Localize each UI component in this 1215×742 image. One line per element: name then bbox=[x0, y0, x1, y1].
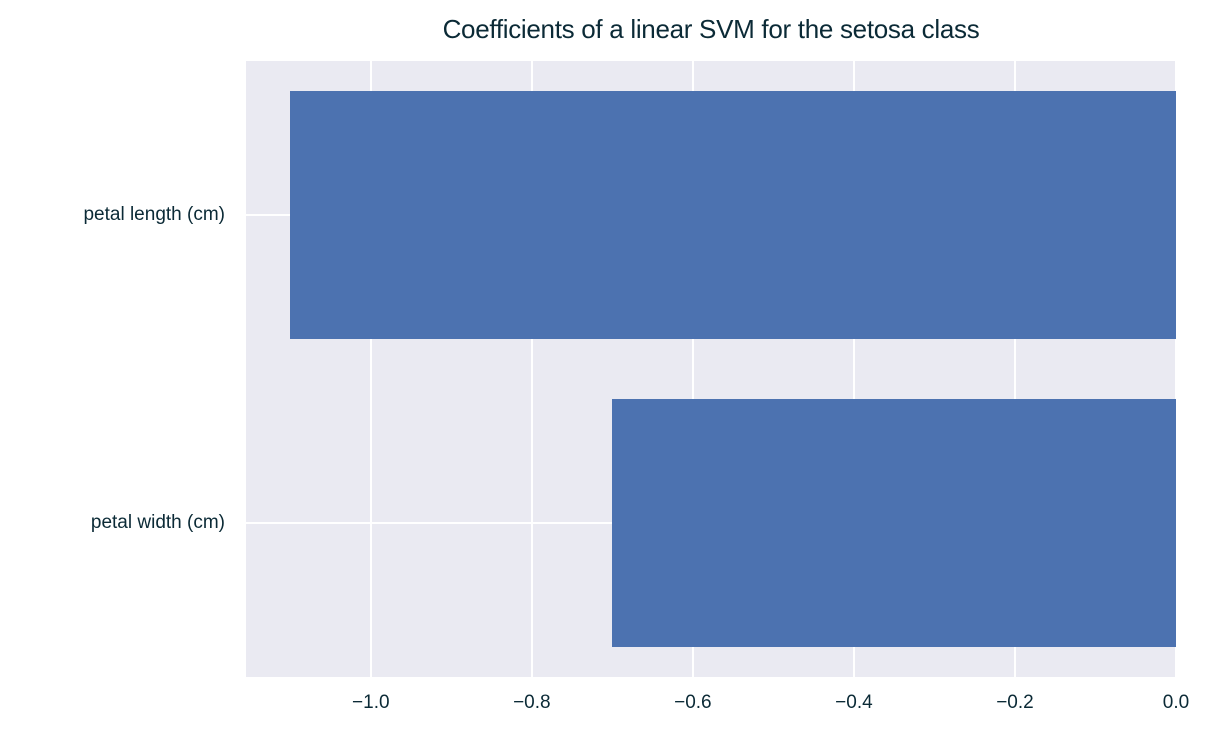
chart-title: Coefficients of a linear SVM for the set… bbox=[442, 14, 980, 44]
x-gridline bbox=[530, 61, 533, 677]
bar-petal-width-cm bbox=[612, 398, 1176, 648]
x-tick-label: −0.8 bbox=[513, 692, 551, 713]
x-tick-label: 0.0 bbox=[1162, 692, 1190, 713]
x-gridline bbox=[691, 61, 694, 677]
y-tick-label: petal width (cm) bbox=[90, 512, 225, 533]
bar-petal-length-cm bbox=[290, 90, 1176, 340]
x-tick-label: −0.2 bbox=[996, 692, 1034, 713]
plot-area bbox=[246, 61, 1176, 677]
x-tick-label: −0.4 bbox=[835, 692, 873, 713]
x-tick-label: −0.6 bbox=[674, 692, 712, 713]
x-gridline bbox=[852, 61, 855, 677]
x-gridline bbox=[369, 61, 372, 677]
x-gridline bbox=[1013, 61, 1016, 677]
y-tick-label: petal length (cm) bbox=[83, 204, 225, 225]
x-gridline bbox=[1175, 61, 1176, 677]
x-tick-label: −1.0 bbox=[352, 692, 390, 713]
